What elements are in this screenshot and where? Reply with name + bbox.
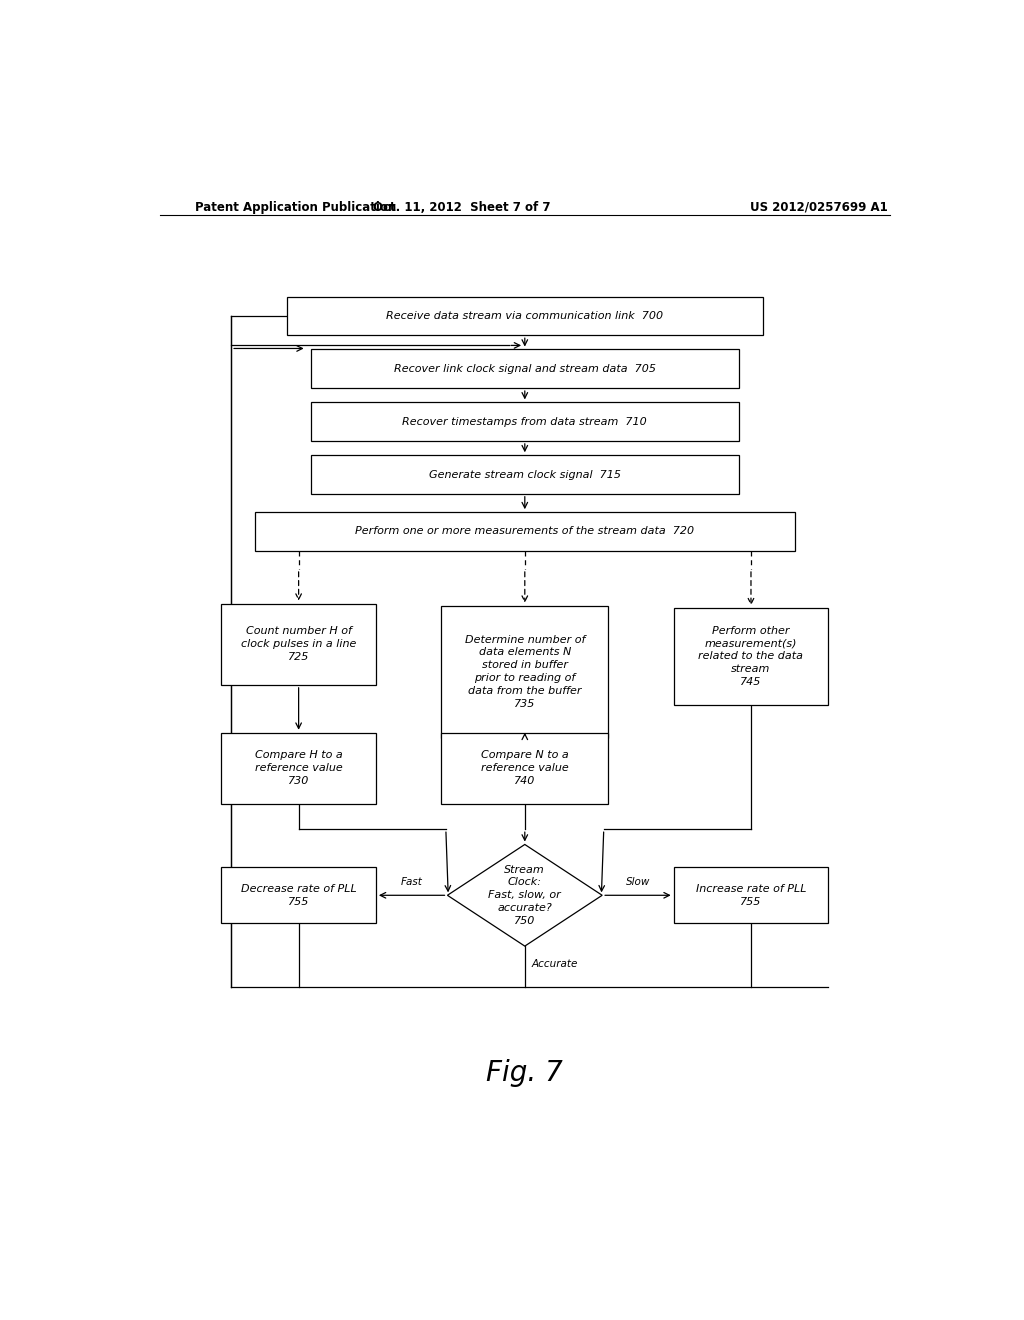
FancyBboxPatch shape	[674, 867, 828, 923]
Text: Compare H to a
reference value
730: Compare H to a reference value 730	[255, 751, 342, 785]
Text: Determine number of
data elements N
stored in buffer
prior to reading of
data fr: Determine number of data elements N stor…	[465, 635, 585, 709]
Text: Generate stream clock signal  715: Generate stream clock signal 715	[429, 470, 621, 479]
Text: Accurate: Accurate	[531, 960, 578, 969]
Text: Fig. 7: Fig. 7	[486, 1059, 563, 1088]
Text: Decrease rate of PLL
755: Decrease rate of PLL 755	[241, 884, 356, 907]
Text: Patent Application Publication: Patent Application Publication	[196, 201, 396, 214]
FancyBboxPatch shape	[441, 606, 608, 738]
Polygon shape	[447, 845, 602, 946]
FancyBboxPatch shape	[221, 603, 376, 685]
Text: Slow: Slow	[626, 878, 650, 887]
Text: Increase rate of PLL
755: Increase rate of PLL 755	[695, 884, 806, 907]
Text: Recover link clock signal and stream data  705: Recover link clock signal and stream dat…	[394, 364, 655, 374]
Text: US 2012/0257699 A1: US 2012/0257699 A1	[750, 201, 888, 214]
FancyBboxPatch shape	[310, 403, 739, 441]
Text: Perform other
measurement(s)
related to the data
stream
745: Perform other measurement(s) related to …	[698, 626, 804, 686]
FancyBboxPatch shape	[221, 867, 376, 923]
Text: Compare N to a
reference value
740: Compare N to a reference value 740	[481, 751, 568, 785]
Text: Stream
Clock:
Fast, slow, or
accurate?
750: Stream Clock: Fast, slow, or accurate? 7…	[488, 865, 561, 925]
Text: Fast: Fast	[400, 878, 423, 887]
FancyBboxPatch shape	[255, 512, 795, 550]
FancyBboxPatch shape	[310, 455, 739, 494]
Text: Receive data stream via communication link  700: Receive data stream via communication li…	[386, 312, 664, 321]
FancyBboxPatch shape	[310, 350, 739, 388]
Text: Perform one or more measurements of the stream data  720: Perform one or more measurements of the …	[355, 527, 694, 536]
FancyBboxPatch shape	[287, 297, 763, 335]
FancyBboxPatch shape	[674, 609, 828, 705]
FancyBboxPatch shape	[221, 733, 376, 804]
Text: Oct. 11, 2012  Sheet 7 of 7: Oct. 11, 2012 Sheet 7 of 7	[373, 201, 550, 214]
Text: Recover timestamps from data stream  710: Recover timestamps from data stream 710	[402, 417, 647, 426]
FancyBboxPatch shape	[441, 733, 608, 804]
Text: Count number H of
clock pulses in a line
725: Count number H of clock pulses in a line…	[241, 627, 356, 663]
